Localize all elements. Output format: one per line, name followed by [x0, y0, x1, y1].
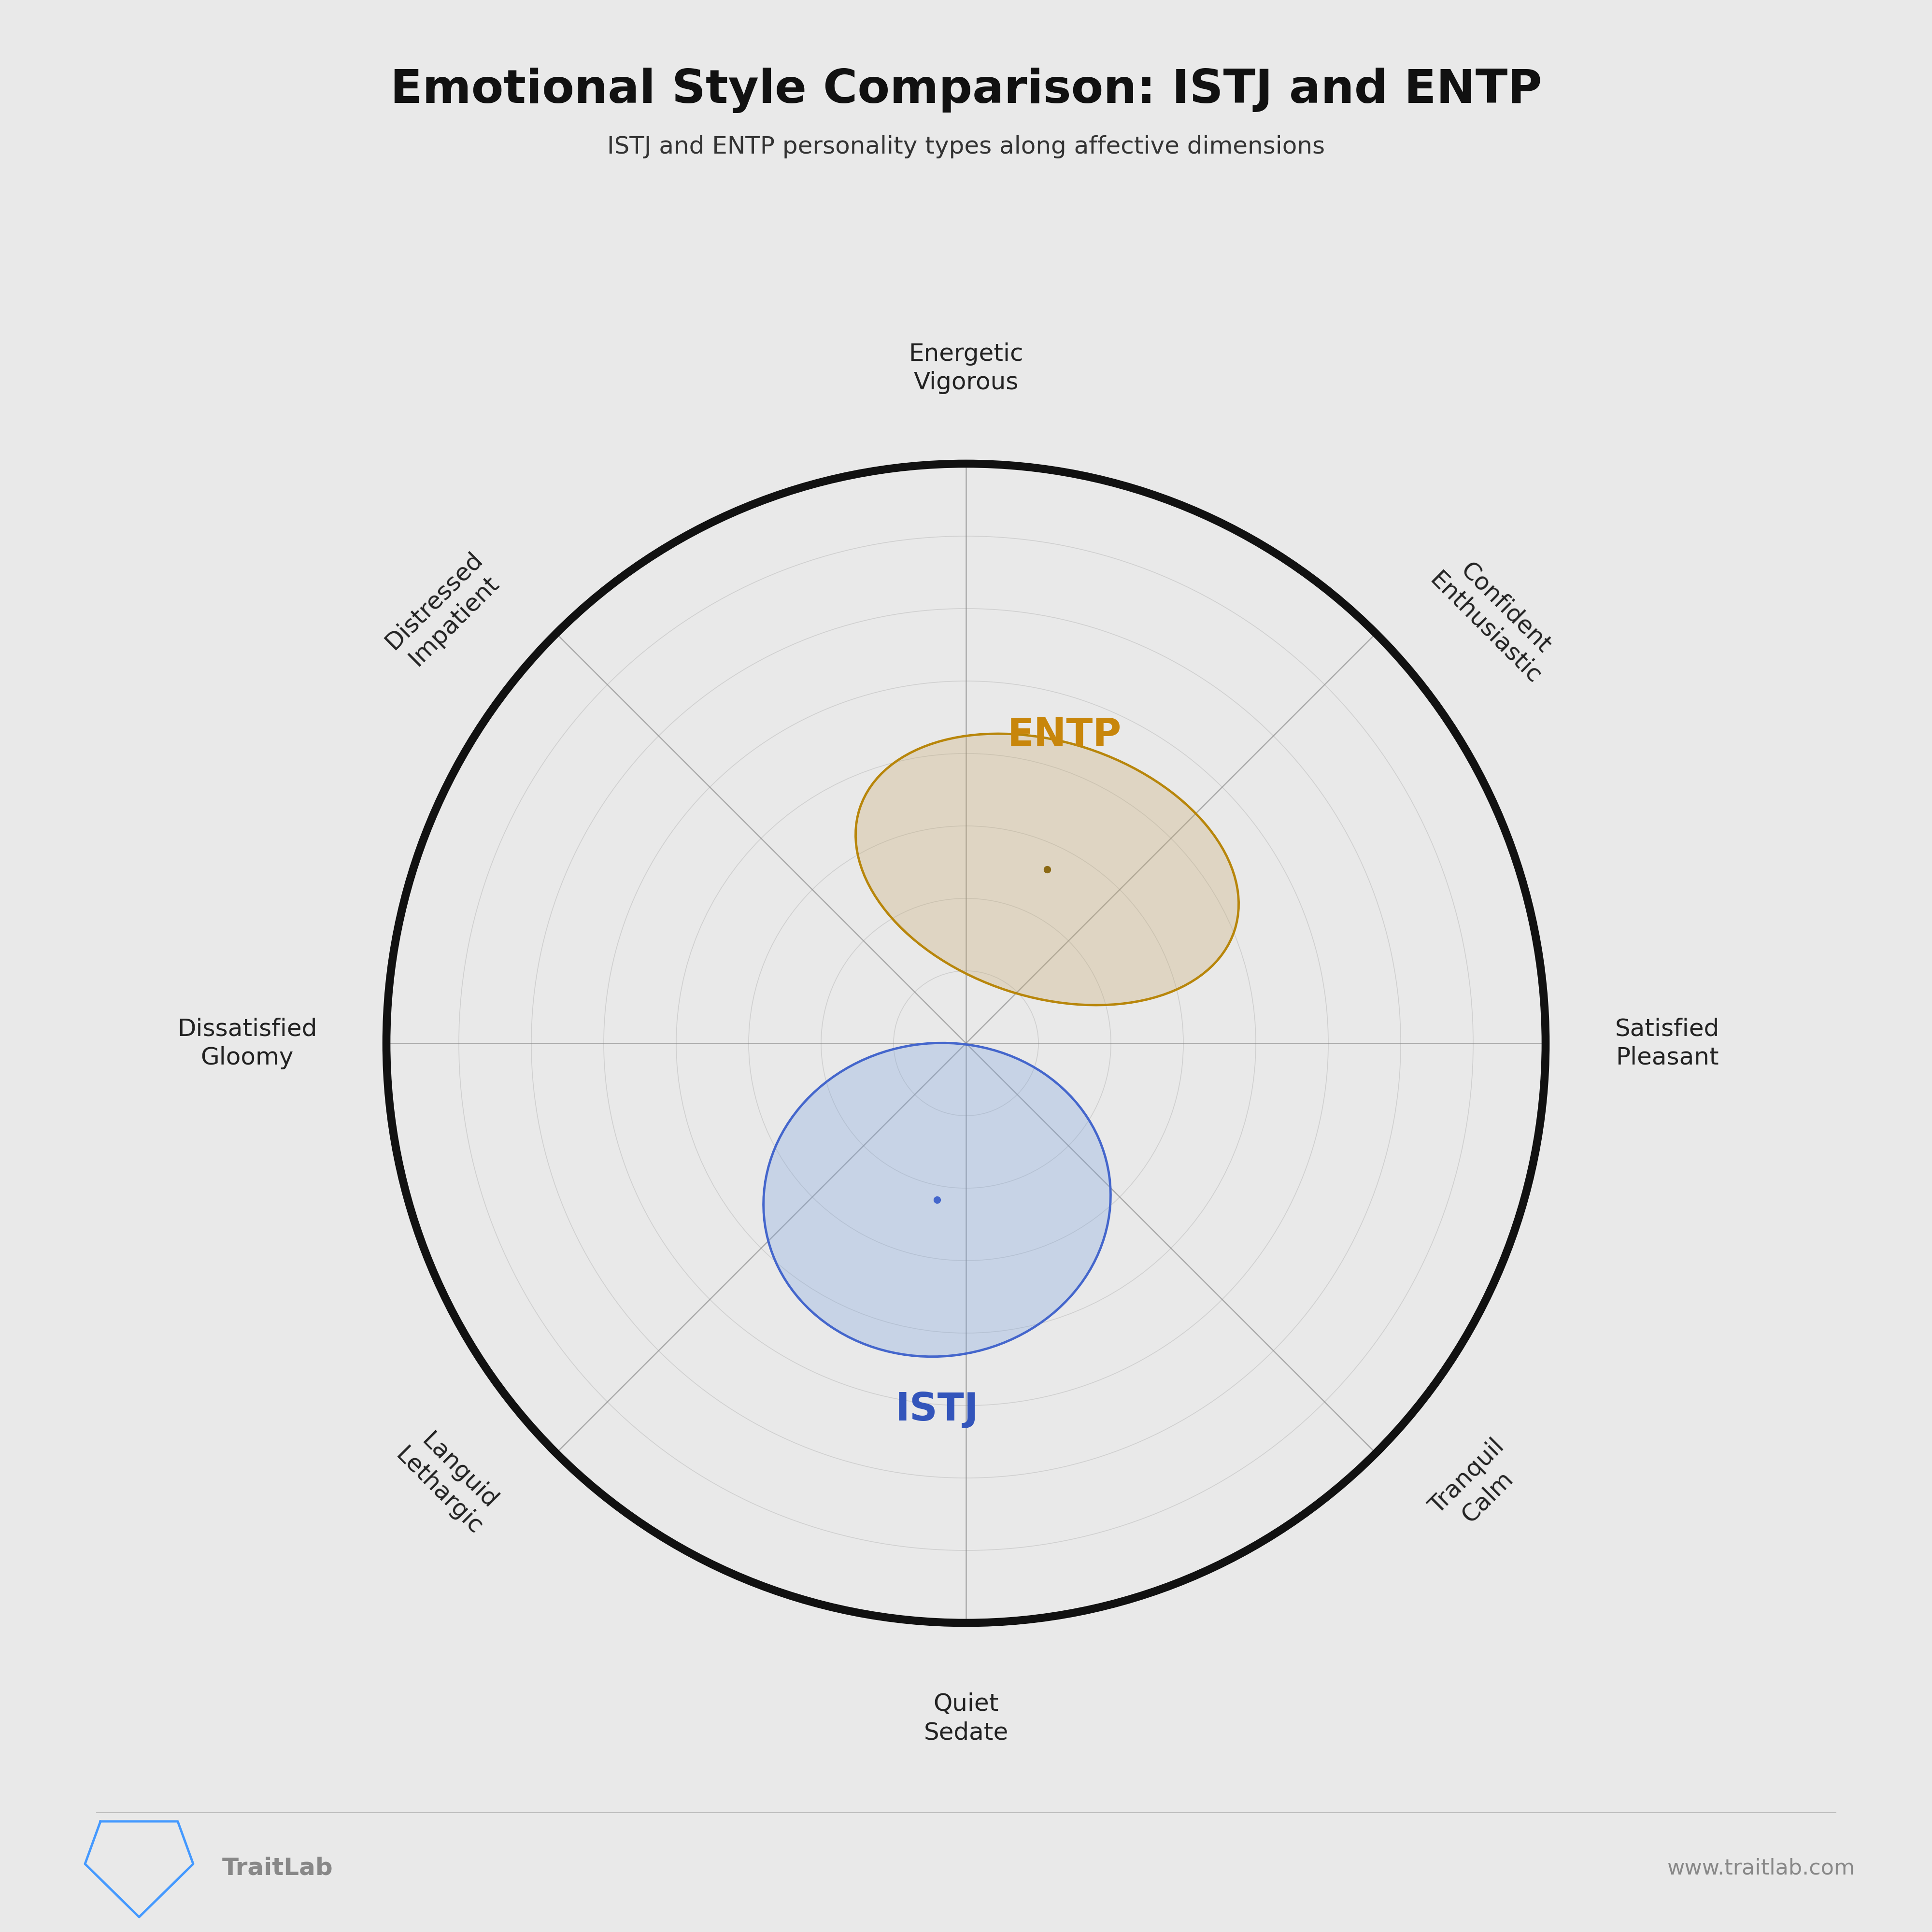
- Text: Tranquil
Calm: Tranquil Calm: [1426, 1435, 1528, 1540]
- Ellipse shape: [763, 1043, 1111, 1356]
- Text: Dissatisfied
Gloomy: Dissatisfied Gloomy: [178, 1018, 317, 1068]
- Text: Energetic
Vigorous: Energetic Vigorous: [908, 342, 1024, 394]
- Text: TraitLab: TraitLab: [222, 1857, 332, 1880]
- Text: Emotional Style Comparison: ISTJ and ENTP: Emotional Style Comparison: ISTJ and ENT…: [390, 68, 1542, 112]
- Text: Distressed
Impatient: Distressed Impatient: [381, 547, 506, 674]
- Text: www.traitlab.com: www.traitlab.com: [1667, 1859, 1855, 1878]
- Text: Satisfied
Pleasant: Satisfied Pleasant: [1615, 1018, 1719, 1068]
- Text: ISTJ and ENTP personality types along affective dimensions: ISTJ and ENTP personality types along af…: [607, 135, 1325, 158]
- Text: Confident
Enthusiastic: Confident Enthusiastic: [1426, 547, 1565, 688]
- Text: Languid
Lethargic: Languid Lethargic: [390, 1422, 506, 1540]
- Text: Quiet
Sedate: Quiet Sedate: [923, 1692, 1009, 1745]
- Ellipse shape: [856, 734, 1238, 1005]
- Text: ENTP: ENTP: [1007, 715, 1122, 753]
- Text: ISTJ: ISTJ: [895, 1391, 980, 1428]
